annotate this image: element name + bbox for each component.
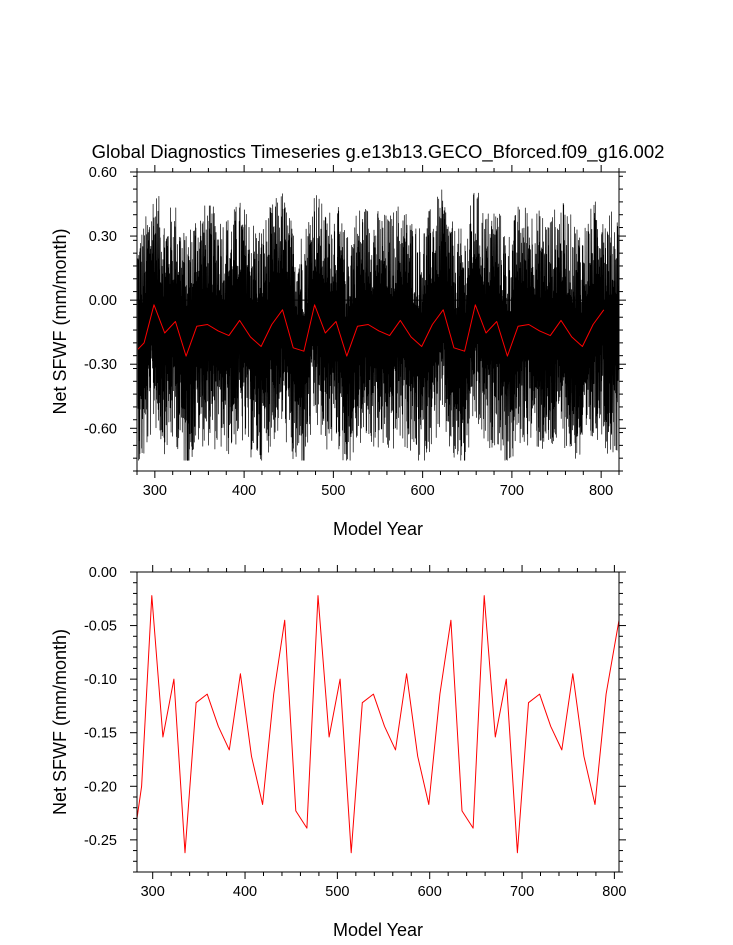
y-tick-label: -0.10 xyxy=(84,672,117,688)
y-axis-label: Net SFWF (mm/month) xyxy=(50,629,70,815)
x-tick-label: 500 xyxy=(321,483,345,499)
y-tick-label: -0.25 xyxy=(84,833,117,849)
y-tick-label: 0.60 xyxy=(89,165,117,181)
x-tick-label: 400 xyxy=(233,884,257,900)
chart-title: Global Diagnostics Timeseries g.e13b13.G… xyxy=(92,141,665,163)
top-panel: 300 400 500 600 700 800 -0.60 -0.30 0.00 0.30 0.60… xyxy=(50,165,626,539)
y-tick-label: 0.00 xyxy=(89,293,117,309)
monthly-line xyxy=(137,189,619,461)
plot-area xyxy=(137,189,619,461)
y-tick-label: -0.30 xyxy=(84,357,117,373)
y-tick-label: 0.30 xyxy=(89,229,117,245)
y-tick-label: -0.20 xyxy=(84,779,117,795)
y-tick-label: -0.05 xyxy=(84,619,117,635)
x-tick-label: 700 xyxy=(500,483,524,499)
x-tick-label: 300 xyxy=(143,483,167,499)
x-tick-label: 700 xyxy=(510,884,534,900)
annual-mean-line xyxy=(137,304,605,357)
plot-frame xyxy=(136,171,620,472)
y-tick-label: -0.15 xyxy=(84,726,117,742)
bottom-panel: 300 400 500 600 700 800 -0.25 -0.20 -0.15 -0.10 -0… xyxy=(50,565,626,940)
x-tick-label: 400 xyxy=(232,483,256,499)
y-tick-label: -0.60 xyxy=(84,421,117,437)
x-tick-label: 600 xyxy=(418,884,442,900)
y-tick-label: 0.00 xyxy=(89,565,117,581)
x-tick-label: 600 xyxy=(411,483,435,499)
plot-area xyxy=(137,595,619,854)
x-tick-label: 300 xyxy=(141,884,165,900)
annual-mean-line xyxy=(137,595,619,854)
y-axis-label: Net SFWF (mm/month) xyxy=(50,228,70,414)
x-axis-label: Model Year xyxy=(333,519,423,539)
x-axis-label: Model Year xyxy=(333,920,423,940)
x-tick-label: 800 xyxy=(602,884,626,900)
x-tick-label: 500 xyxy=(325,884,349,900)
x-tick-label: 800 xyxy=(589,483,613,499)
plot-frame xyxy=(136,571,620,873)
